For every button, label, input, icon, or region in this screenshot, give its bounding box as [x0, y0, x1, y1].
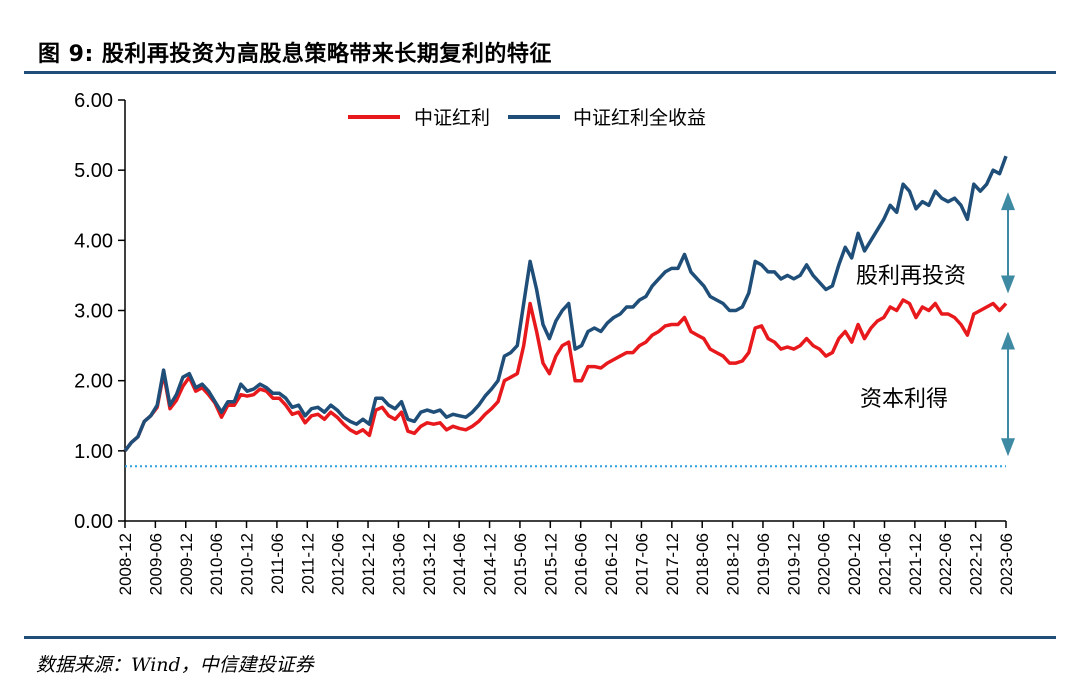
annotation-capital-gain: 资本利得: [860, 387, 948, 412]
x-tick-label: 2018-12: [724, 533, 743, 595]
x-tick-label: 2017-12: [663, 533, 682, 595]
x-tick-label: 2012-12: [359, 533, 378, 595]
y-tick-label: 5.00: [74, 160, 113, 182]
series-lines: [123, 155, 1008, 452]
y-tick-label: 1.00: [74, 441, 113, 463]
legend-label-series-2: 中证红利全收益: [573, 107, 706, 129]
series-line-2: [123, 155, 1008, 452]
x-tick-label: 2011-12: [298, 533, 317, 594]
x-tick-label: 2020-12: [845, 533, 864, 595]
x-tick-label: 2021-06: [875, 533, 894, 595]
annotation-dividend-reinvest: 股利再投资: [856, 264, 966, 289]
x-tick-label: 2009-12: [177, 533, 196, 595]
x-tick-label: 2021-12: [906, 533, 925, 595]
source-note: 数据来源：Wind，中信建投证券: [36, 654, 314, 676]
annotations: 股利再投资 资本利得: [856, 192, 1015, 457]
chart-axes: 0.00 1.00 2.00 3.00 4.00 5.00 6.00 2008-12 2009-…: [74, 90, 1016, 595]
x-tick-label: 2017-06: [632, 533, 651, 595]
y-tick-label: 3.00: [74, 301, 113, 323]
y-tick-label: 6.00: [74, 90, 113, 112]
x-tick-label: 2012-06: [329, 533, 348, 595]
title-rule: [24, 71, 1056, 74]
x-tick-label: 2014-06: [450, 533, 469, 595]
x-tick-label: 2014-12: [481, 533, 500, 595]
x-tick-label: 2019-06: [754, 533, 773, 595]
y-tick-label: 0.00: [74, 511, 113, 533]
legend-label-series-1: 中证红利: [414, 107, 490, 129]
legend: 中证红利 中证红利全收益: [348, 107, 706, 129]
x-tick-label: 2010-12: [238, 533, 257, 595]
x-tick-label: 2008-12: [116, 533, 135, 595]
figure-title: 图 9: 股利再投资为高股息策略带来长期复利的特征: [38, 42, 552, 67]
x-tick-label: 2016-06: [572, 533, 591, 595]
x-tick-label: 2018-06: [693, 533, 712, 595]
y-tick-label: 4.00: [74, 230, 113, 252]
x-tick-label: 2020-06: [815, 533, 834, 595]
x-tick-label: 2019-12: [784, 533, 803, 595]
x-tick-label: 2015-06: [511, 533, 530, 595]
footer-rule: [24, 636, 1056, 639]
x-tick-label: 2011-06: [268, 533, 287, 594]
arrow-dividend-reinvest: [1001, 192, 1015, 294]
arrow-capital-gain: [1001, 331, 1015, 457]
x-tick-label: 2022-06: [936, 533, 955, 595]
x-tick-label: 2013-12: [420, 533, 439, 595]
x-tick-label: 2022-12: [967, 533, 986, 595]
x-tick-label: 2023-06: [997, 533, 1016, 595]
y-tick-label: 2.00: [74, 371, 113, 393]
x-tick-label: 2009-06: [146, 533, 165, 595]
x-tick-label: 2016-12: [602, 533, 621, 595]
x-tick-label: 2013-06: [389, 533, 408, 595]
x-tick-label: 2010-06: [207, 533, 226, 595]
series-line-1: [123, 298, 1008, 452]
x-tick-label: 2015-12: [541, 533, 560, 595]
